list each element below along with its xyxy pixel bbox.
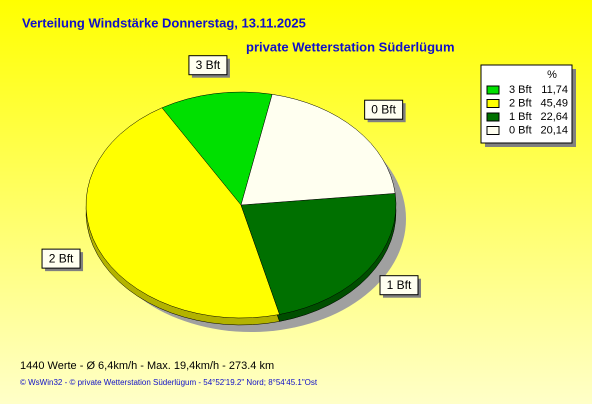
legend-value: 20,14: [540, 124, 568, 136]
legend-swatch: [486, 99, 500, 108]
callout-label: 0 Bft: [371, 102, 396, 116]
credits: © WsWin32 - © private Wetterstation Süde…: [20, 378, 318, 387]
legend-swatch: [486, 112, 500, 122]
callout-box: [364, 99, 404, 120]
callout-box: [379, 275, 419, 296]
slice: [240, 193, 397, 315]
callout-box: [188, 55, 228, 76]
legend-value: 22,64: [540, 111, 568, 123]
callout-label: 3 Bft: [196, 58, 221, 72]
legend-label: 1 Bft: [509, 111, 532, 123]
callout-label: 1 Bft: [387, 278, 412, 292]
chart-subtitle: private Wetterstation Süderlügum: [246, 39, 455, 54]
slice: [85, 107, 280, 319]
slice: [240, 94, 396, 206]
footer: 1440 Werte - Ø 6,4km/h - Max. 19,4km/h -…: [20, 360, 274, 372]
legend-title: %: [547, 69, 557, 81]
callout-box: [41, 248, 81, 269]
legend-swatch: [486, 126, 500, 135]
legend-swatch: [486, 85, 500, 95]
chart-title: Verteilung Windstärke Donnerstag, 13.11.…: [22, 15, 306, 30]
legend-value: 45,49: [540, 97, 568, 109]
legend-label: 3 Bft: [509, 84, 532, 96]
legend-value: 11,74: [541, 84, 568, 96]
legend-label: 2 Bft: [509, 97, 532, 109]
callout-label: 2 Bft: [49, 251, 74, 265]
slice: [161, 91, 273, 206]
legend-label: 0 Bft: [509, 124, 532, 136]
